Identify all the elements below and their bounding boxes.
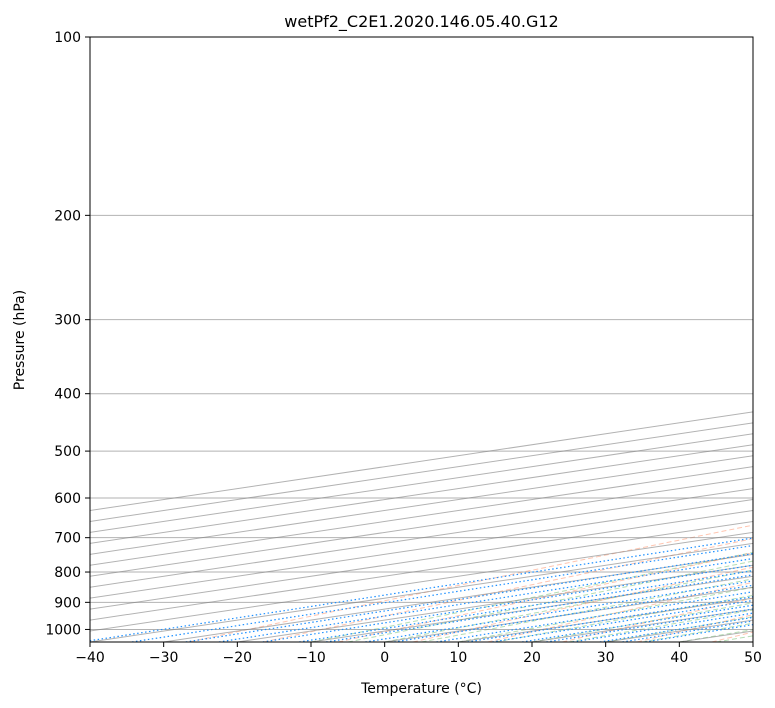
mixing-ratio-line [546,608,753,642]
y-tick-label: 100 [54,30,81,46]
x-tick-label: 50 [744,650,762,666]
mixing-ratio-line [572,612,753,642]
dry-adiabat [412,566,753,642]
x-tick-label: −40 [75,650,105,666]
dry-adiabat [188,524,753,642]
dry-adiabat [263,538,753,642]
moist-adiabat [495,594,753,642]
x-tick-label: −10 [296,650,326,666]
mixing-ratio-line [218,557,753,642]
moist-adiabat [421,578,753,642]
axes: −40 −30 −20 −10 0 10 20 30 40 50 1000 900 800 700 600 5… [45,30,762,666]
y-tick-label: 1000 [45,622,81,638]
isotherm-gridline [90,444,753,544]
mixing-ratio-line [599,616,753,642]
y-tick-label: 200 [54,208,81,224]
mixing-ratio-line [522,604,753,642]
x-tick-label: −30 [149,650,179,666]
x-tick-label: 30 [597,650,615,666]
moist-adiabat [347,560,753,642]
y-tick-label: 500 [54,444,81,460]
isotherm-gridline [90,488,753,588]
y-tick-label: 600 [54,491,81,507]
isotherm-gridline [90,455,753,555]
y-tick-label: 900 [54,595,81,611]
isotherm-gridline [90,466,753,566]
x-tick-label: 0 [380,650,389,666]
y-tick-label: 300 [54,313,81,329]
isotherm-gridline [90,477,753,577]
isotherm-gridline [90,499,753,599]
x-tick-label: 10 [449,650,467,666]
y-tick-label: 400 [54,387,81,403]
x-tick-label: 20 [523,650,541,666]
dry-adiabat [562,597,753,642]
mixing-ratio-line [90,537,753,642]
y-axis-title: Pressure (hPa) [12,290,28,390]
isotherm-gridline [90,520,753,621]
mixing-ratio-line [131,544,753,642]
mixing-ratio-line [185,552,753,642]
y-tick-label: 800 [54,565,81,581]
chart-title: wetPf2_C2E1.2020.146.05.40.G12 [284,12,558,32]
plot-area [90,214,753,642]
isotherm-gridline [90,509,753,610]
x-tick-label: 40 [670,650,688,666]
plot-frame [89,36,754,643]
isotherm-gridline [90,531,753,632]
x-axis-title: Temperature (°C) [360,681,482,697]
y-tick-label: 700 [54,531,81,547]
mixing-ratio-line [492,599,753,642]
x-tick-label: −20 [223,650,253,666]
